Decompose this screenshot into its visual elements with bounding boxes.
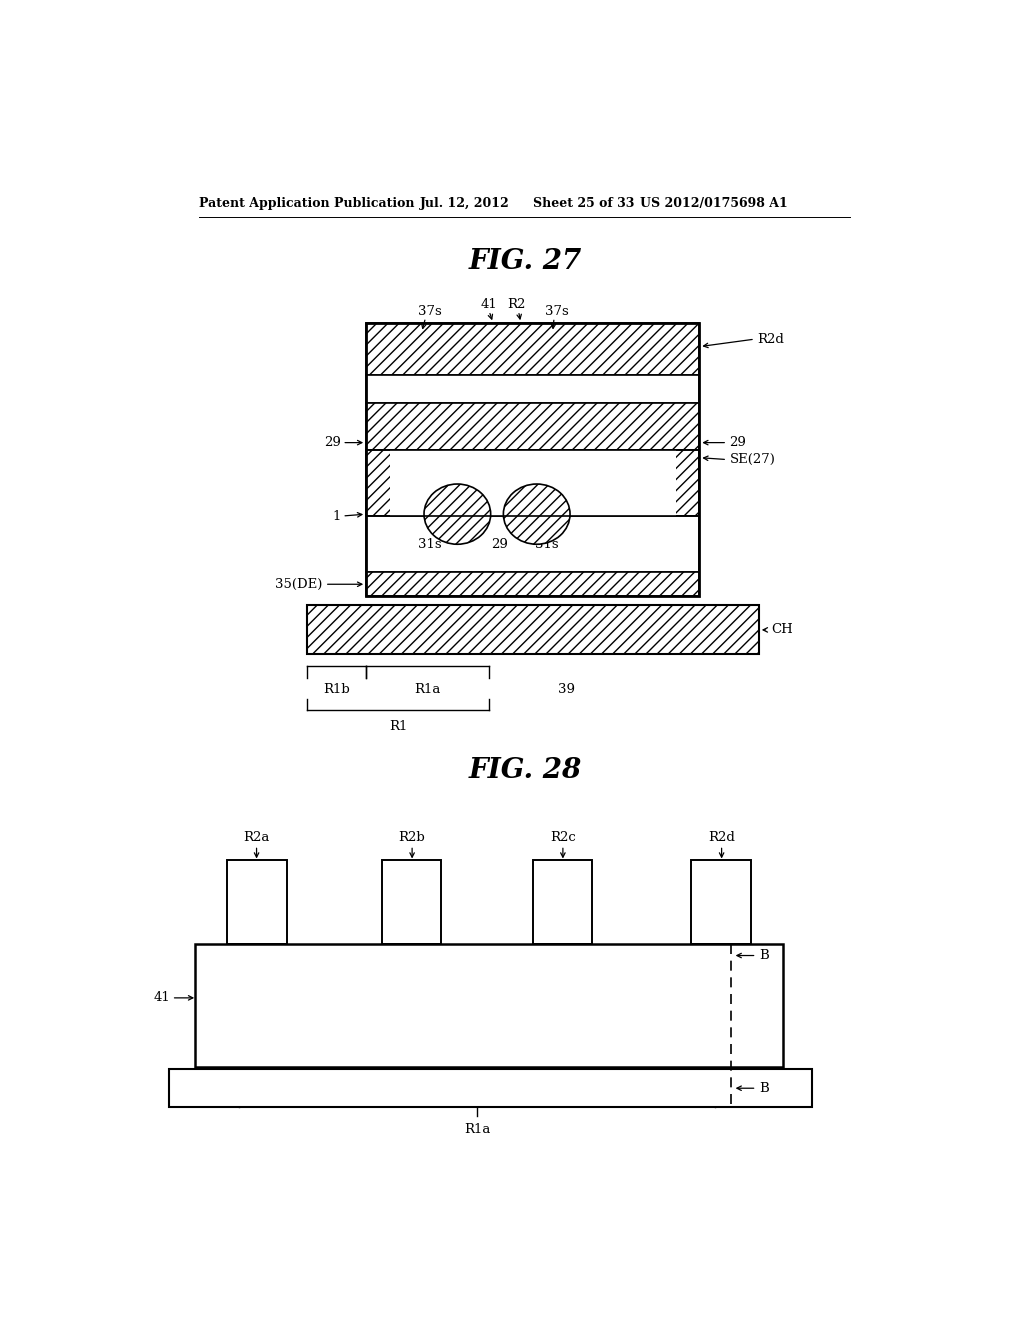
Text: 35(DE): 35(DE) [275, 578, 323, 591]
Text: 31s: 31s [418, 537, 441, 550]
Bar [390, 450, 676, 516]
Text: FIG. 28: FIG. 28 [468, 756, 582, 784]
Text: R1a: R1a [415, 682, 441, 696]
Text: R2b: R2b [398, 832, 426, 845]
Text: FIG. 27: FIG. 27 [468, 248, 582, 276]
Text: B: B [759, 949, 769, 962]
Bar [367, 323, 699, 375]
Bar [367, 516, 699, 573]
Bar [367, 450, 699, 516]
Ellipse shape [424, 484, 490, 544]
Ellipse shape [504, 484, 570, 544]
Text: R2d: R2d [758, 333, 784, 346]
Text: R2a: R2a [244, 832, 269, 845]
Text: CH: CH [771, 623, 793, 636]
Bar [306, 606, 759, 655]
Text: 29: 29 [324, 436, 341, 449]
Text: US 2012/0175698 A1: US 2012/0175698 A1 [640, 197, 787, 210]
Text: 41: 41 [154, 991, 170, 1005]
Text: B: B [759, 1081, 769, 1094]
Bar [382, 859, 441, 944]
Text: R1b: R1b [323, 682, 349, 696]
Bar [367, 323, 699, 597]
Text: 1: 1 [333, 510, 341, 523]
Text: Patent Application Publication: Patent Application Publication [200, 197, 415, 210]
Text: 37s: 37s [545, 305, 568, 318]
Text: 29: 29 [490, 537, 508, 550]
Text: R2d: R2d [709, 832, 735, 845]
Text: R1a: R1a [464, 1123, 490, 1137]
Text: Jul. 12, 2012: Jul. 12, 2012 [420, 197, 510, 210]
Text: 29: 29 [729, 436, 746, 449]
Text: 39: 39 [557, 682, 574, 696]
Bar [367, 403, 699, 450]
Bar [367, 573, 699, 597]
Bar [691, 859, 751, 944]
Text: 41: 41 [480, 298, 498, 310]
Text: R2c: R2c [550, 832, 575, 845]
Text: R2: R2 [508, 298, 526, 310]
Text: 31s: 31s [536, 537, 559, 550]
Bar [196, 944, 782, 1067]
Text: 37s: 37s [418, 305, 441, 318]
Text: Sheet 25 of 33: Sheet 25 of 33 [532, 197, 634, 210]
Text: SE(27): SE(27) [729, 453, 775, 466]
Text: R1: R1 [389, 721, 408, 734]
Bar [227, 859, 287, 944]
Bar [532, 859, 592, 944]
Bar [169, 1069, 812, 1107]
Bar [367, 375, 699, 403]
